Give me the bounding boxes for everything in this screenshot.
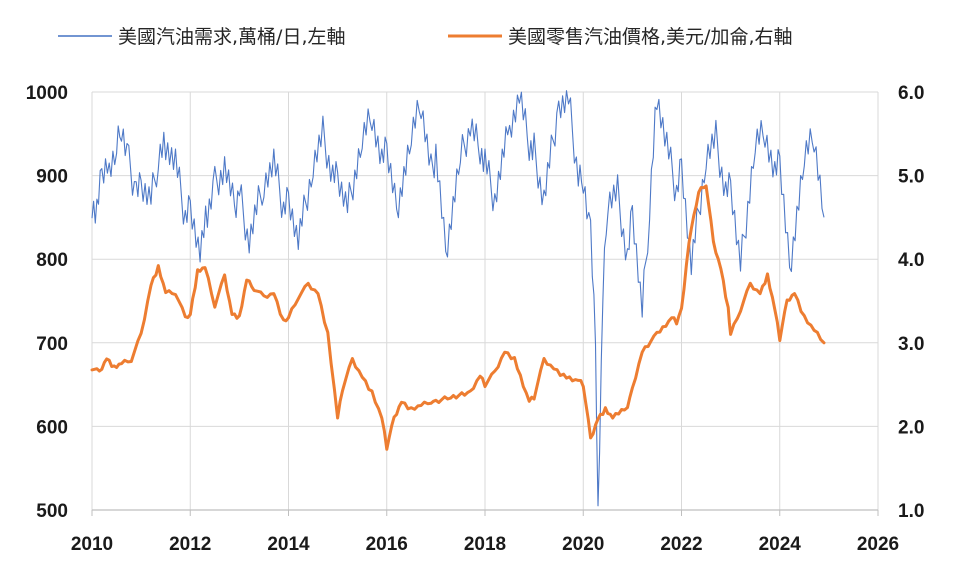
legend-label: 美國零售汽油價格,美元/加侖,右軸	[508, 26, 792, 48]
legend-label: 美國汽油需求,萬桶/日,左軸	[118, 26, 345, 48]
legend-item-price: 美國零售汽油價格,美元/加侖,右軸	[448, 26, 792, 48]
legend-item-demand: 美國汽油需求,萬桶/日,左軸	[58, 26, 345, 48]
series-layer	[90, 90, 826, 507]
y-right-tick-label: 6.0	[898, 83, 924, 104]
x-tick-label: 2020	[562, 534, 604, 555]
y-left-tick-label: 500	[36, 501, 68, 522]
series-line-price	[90, 184, 826, 451]
legend: 美國汽油需求,萬桶/日,左軸 美國零售汽油價格,美元/加侖,右軸	[58, 26, 792, 48]
x-tick-label: 2012	[169, 534, 211, 555]
series-line-demand	[91, 90, 825, 507]
axes	[91, 509, 879, 516]
x-tick-label: 2022	[660, 534, 702, 555]
y-left-tick-label: 900	[36, 167, 68, 188]
y-left-tick-label: 700	[36, 334, 68, 355]
y-right-tick-label: 1.0	[898, 501, 924, 522]
y-right-tick-label: 5.0	[898, 167, 924, 188]
x-tick-label: 2024	[759, 534, 802, 555]
y-right-tick-label: 2.0	[898, 417, 924, 438]
y-left-tick-label: 800	[36, 250, 68, 271]
x-tick-label: 2010	[71, 534, 113, 555]
x-tick-label: 2016	[366, 534, 408, 555]
x-tick-label: 2018	[464, 534, 506, 555]
y-left-tick-label: 1000	[26, 83, 68, 104]
x-tick-label: 2014	[267, 534, 310, 555]
x-tick-label: 2026	[857, 534, 899, 555]
grid-lines	[91, 91, 879, 511]
y-right-tick-label: 3.0	[898, 334, 924, 355]
y-left-tick-label: 600	[36, 417, 68, 438]
tick-labels: 500 600 700 800 900 1000 1.0 2.0 3.0 4.0 5.0 6.0 201…	[26, 83, 925, 555]
y-right-tick-label: 4.0	[898, 250, 924, 271]
